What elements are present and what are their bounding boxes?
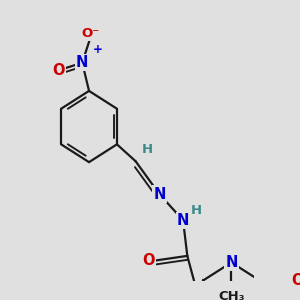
Text: O: O [52, 63, 65, 78]
Text: H: H [191, 204, 202, 218]
Text: CH₃: CH₃ [218, 290, 244, 300]
Text: O: O [291, 273, 300, 288]
Text: N: N [225, 255, 238, 270]
Text: +: + [92, 44, 102, 56]
Text: O: O [142, 253, 154, 268]
Text: O⁻: O⁻ [82, 27, 100, 40]
Text: N: N [177, 213, 189, 228]
Text: N: N [153, 187, 166, 202]
Text: N: N [76, 55, 88, 70]
Text: H: H [142, 143, 153, 157]
